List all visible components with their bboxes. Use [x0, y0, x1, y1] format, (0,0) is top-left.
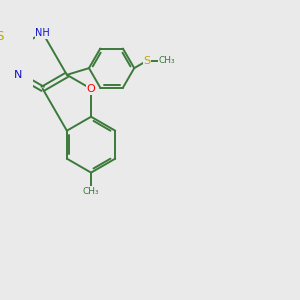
Text: O: O [87, 84, 95, 94]
Text: N: N [14, 70, 23, 80]
Text: CH₃: CH₃ [158, 56, 175, 65]
Text: S: S [0, 30, 4, 43]
Text: CH₃: CH₃ [83, 187, 99, 196]
Text: NH: NH [35, 28, 50, 38]
Text: S: S [143, 56, 151, 66]
